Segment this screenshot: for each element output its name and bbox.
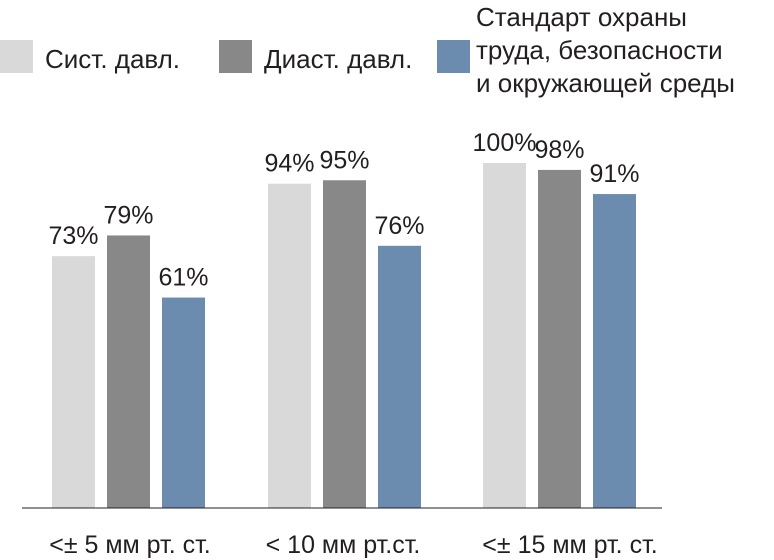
legend: Сист. давл. Диаст. давл. Стандарт охраны тр…: [0, 2, 735, 98]
data-label-1-1: 73%: [48, 222, 98, 250]
x-tick-label-3: <± 15 мм рт. ст.: [482, 531, 657, 559]
bar-1-1: [52, 256, 95, 508]
bar-3-1: [162, 297, 205, 508]
legend-label-3-line-2: труда, безопасности: [476, 35, 723, 65]
legend-label-1: Сист. давл.: [45, 44, 180, 74]
legend-label-3-line-1: Стандарт охраны: [476, 2, 687, 32]
data-label-3-3: 91%: [589, 160, 639, 188]
bars: 73% 94% 100% 79% 95% 98% 61% 76% 91%: [48, 129, 640, 509]
data-label-3-1: 61%: [158, 264, 208, 292]
legend-label-2: Диаст. давл.: [264, 44, 412, 74]
bar-2-3: [538, 169, 581, 508]
data-label-1-3: 100%: [473, 129, 537, 157]
legend-label-3-line-3: и окружающей среды: [476, 68, 735, 98]
x-tick-label-2: < 10 мм рт.ст.: [266, 531, 421, 559]
bar-2-1: [107, 235, 150, 508]
legend-swatch-3: [437, 40, 470, 73]
data-label-1-2: 94%: [264, 150, 314, 178]
data-label-2-3: 98%: [534, 136, 584, 164]
bar-1-3: [483, 163, 526, 508]
legend-swatch-2: [219, 40, 252, 73]
legend-label-3: Стандарт охраны труда, безопасности и окру…: [476, 2, 735, 98]
bar-3-3: [593, 194, 636, 509]
x-tick-label-1: <± 5 мм рт. ст.: [49, 531, 211, 559]
data-label-2-1: 79%: [103, 201, 153, 229]
bar-2-2: [323, 180, 366, 508]
bar-1-2: [268, 183, 311, 508]
legend-swatch-1: [0, 40, 33, 73]
data-label-2-2: 95%: [319, 146, 369, 174]
x-tick-labels: <± 5 мм рт. ст. < 10 мм рт.ст. <± 15 мм рт…: [49, 531, 657, 559]
bar-3-2: [378, 245, 421, 509]
data-label-3-2: 76%: [374, 212, 424, 240]
